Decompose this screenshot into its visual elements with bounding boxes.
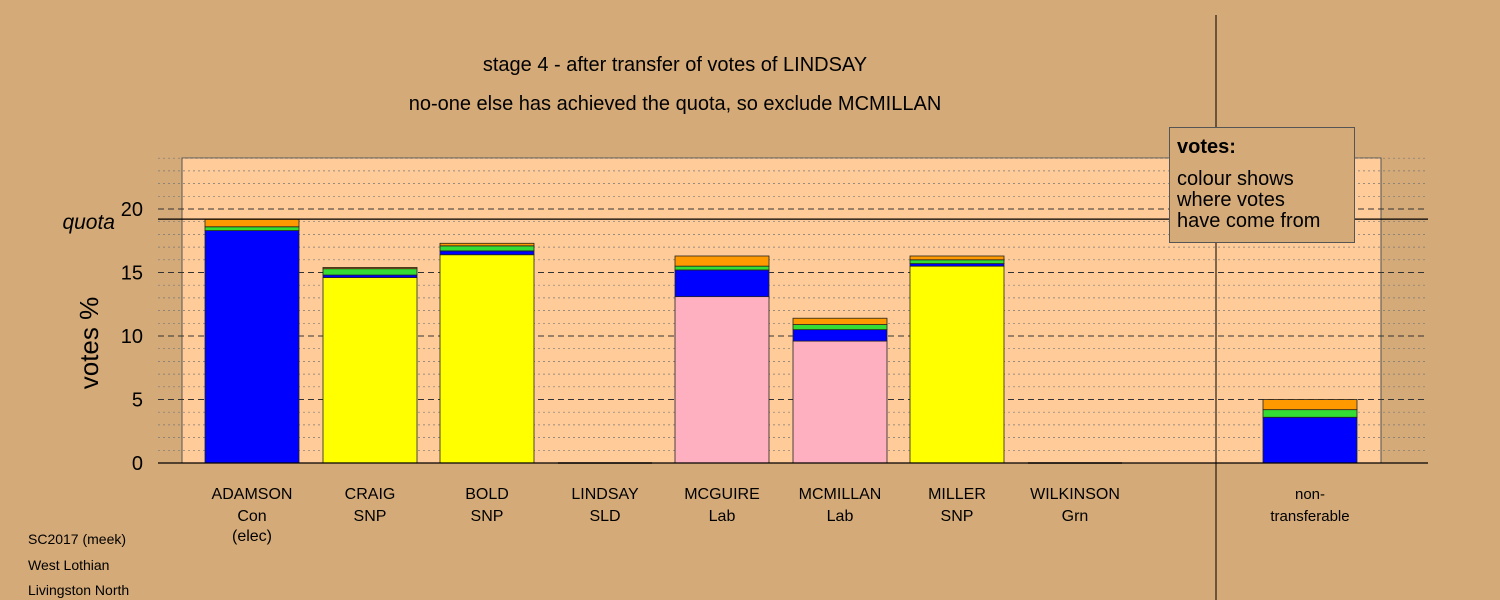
y-tick-label: 15 — [121, 263, 143, 285]
bar-segment — [674, 269, 770, 298]
bar-segment — [322, 277, 418, 464]
bars — [158, 218, 1428, 464]
y-tick-label: 0 — [132, 453, 143, 475]
x-tick-party: Grn — [1062, 508, 1089, 525]
x-tick-party: SNP — [354, 508, 387, 525]
bar-segment — [204, 230, 300, 464]
x-tick-party: SNP — [471, 508, 504, 525]
bar-segment — [792, 317, 888, 325]
bar-segment — [439, 242, 535, 247]
x-tick-note: (elec) — [232, 528, 272, 545]
y-tick-label: 10 — [121, 326, 143, 348]
chart-subtitle: no-one else has achieved the quota, so e… — [408, 93, 942, 115]
x-tick-label: ADAMSON — [212, 486, 293, 503]
x-tick-label: non- — [1295, 486, 1325, 503]
bar-segment — [322, 267, 418, 270]
x-tick-label: BOLD — [465, 486, 509, 503]
legend-line: where votes — [1177, 189, 1285, 211]
y-tick-label: 20 — [121, 199, 143, 221]
bar-segment — [439, 254, 535, 464]
bar-segment — [674, 296, 770, 464]
quota-label: quota — [62, 211, 115, 234]
x-tick-label: MILLER — [928, 486, 986, 503]
bar-segment — [1262, 416, 1358, 464]
x-tick-party: Lab — [709, 508, 736, 525]
bar-segment — [674, 255, 770, 267]
x-tick-party: transferable — [1270, 508, 1349, 525]
legend-text: colour shows where votes have come from — [1177, 169, 1347, 232]
bar-segment — [909, 259, 1005, 265]
legend: votes: colour shows where votes have com… — [1169, 127, 1355, 243]
x-tick-party: SNP — [941, 508, 974, 525]
chart-title: stage 4 - after transfer of votes of LIN… — [482, 54, 868, 76]
legend-line: have come from — [1177, 210, 1321, 232]
x-tick-label: MCGUIRE — [684, 486, 760, 503]
bar-segment — [204, 218, 300, 228]
y-tick-label: 5 — [132, 390, 143, 412]
y-axis-label: votes % — [74, 297, 104, 390]
footer-ward: Livingston North — [28, 582, 130, 598]
bar-segment — [674, 265, 770, 271]
x-tick-party: Con — [237, 508, 266, 525]
bar-segment — [204, 226, 300, 231]
bar-segment — [909, 255, 1005, 261]
x-tick-label: CRAIG — [345, 486, 396, 503]
bar-segment — [439, 250, 535, 256]
x-tick-party: SLD — [589, 508, 620, 525]
footer-council: West Lothian — [28, 557, 110, 573]
bar-segment — [322, 268, 418, 276]
footer-election: SC2017 (meek) — [28, 531, 127, 547]
legend-line: colour shows — [1177, 168, 1294, 190]
x-axis-labels: ADAMSON Con (elec) CRAIG SNP BOLD SNP LINDSAY SL… — [212, 486, 1350, 545]
legend-title: votes: — [1177, 136, 1236, 158]
bar-segment — [439, 245, 535, 252]
x-tick-label: LINDSAY — [571, 486, 639, 503]
bar-segment — [792, 324, 888, 331]
x-tick-label: WILKINSON — [1030, 486, 1120, 503]
bar-segment — [792, 329, 888, 342]
bar-segment — [1262, 399, 1358, 411]
bar-segment — [909, 265, 1005, 464]
x-tick-party: Lab — [827, 508, 854, 525]
bar-segment — [792, 340, 888, 464]
bar-segment — [1262, 409, 1358, 418]
x-tick-label: MCMILLAN — [799, 486, 882, 503]
y-axis: 0 5 10 15 20 — [121, 199, 143, 475]
